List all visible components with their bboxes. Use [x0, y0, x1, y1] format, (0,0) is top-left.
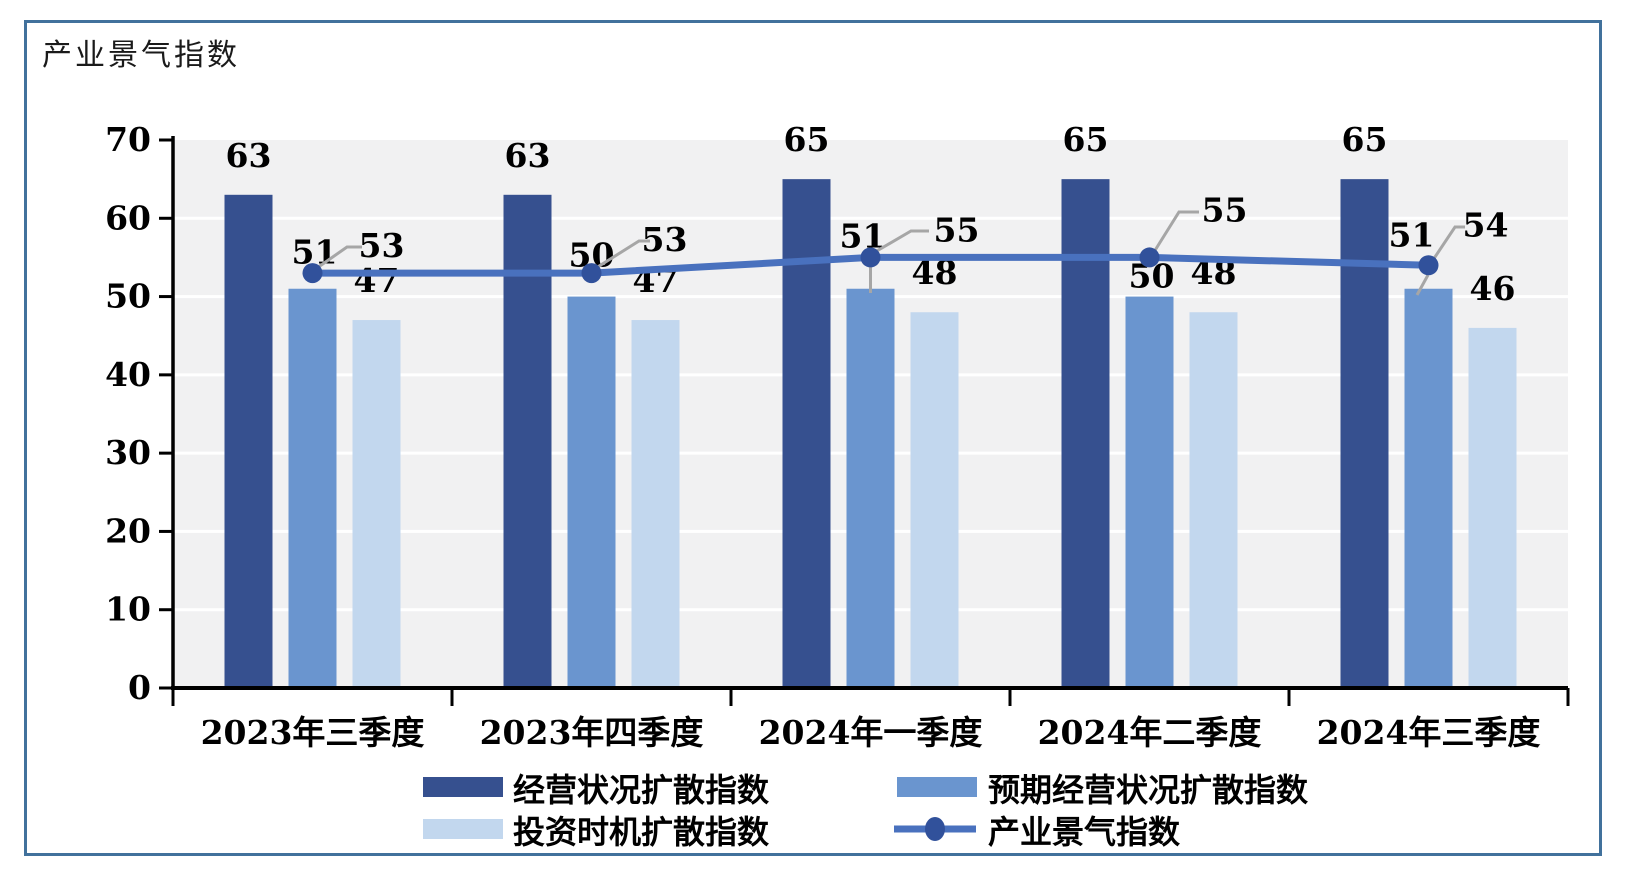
y-tick-label: 20	[105, 511, 151, 550]
bar-1-3	[1125, 296, 1174, 688]
line-marker-1	[581, 263, 602, 284]
y-tick-label: 40	[105, 355, 151, 394]
bar-2-0	[352, 320, 401, 688]
line-label: 53	[642, 220, 688, 259]
chart-title: 产业景气指数	[42, 38, 240, 73]
leader-line	[316, 245, 362, 270]
legend: 经营状况扩散指数 预期经营状况扩散指数 投资时机扩散指数 产业景气指数	[423, 771, 1309, 851]
x-category-label: 2024年三季度	[1317, 713, 1541, 752]
x-category-label: 2024年二季度	[1038, 713, 1262, 752]
leader-line	[1431, 225, 1465, 261]
leader-line	[1415, 274, 1430, 296]
x-category-label: 2023年三季度	[201, 713, 425, 752]
y-tick-label: 30	[105, 433, 151, 472]
bar-label-dark: 63	[226, 136, 272, 175]
bar-label-dark: 63	[505, 136, 551, 175]
legend-label-investment-timing: 投资时机扩散指数	[513, 813, 770, 851]
y-tick-label: 10	[105, 590, 151, 629]
legend-label-expected-business-status: 预期经营状况扩散指数	[988, 771, 1309, 809]
bar-1-2	[846, 288, 895, 688]
bar-2-4	[1468, 327, 1517, 688]
line-marker-3	[1139, 247, 1160, 268]
x-category-label: 2023年四季度	[480, 713, 704, 752]
line-marker-4	[1418, 255, 1439, 276]
bar-label-medium: 51	[1389, 216, 1435, 255]
legend-swatch-investment-timing	[423, 819, 503, 839]
legend-swatch-business-status	[423, 777, 503, 797]
bar-0-0	[224, 194, 273, 689]
line-label: 54	[1463, 205, 1509, 244]
bar-0-1	[503, 194, 552, 689]
y-tick-label: 60	[105, 198, 151, 237]
x-category-label: 2024年一季度	[759, 713, 983, 752]
leader-line	[874, 229, 929, 254]
line-marker-2	[860, 247, 881, 268]
bar-2-1	[631, 320, 680, 688]
line-label: 53	[359, 226, 405, 265]
bar-0-2	[782, 179, 831, 688]
bar-label-light: 47	[354, 261, 400, 300]
line-label: 55	[1202, 190, 1248, 229]
bar-1-4	[1404, 288, 1453, 688]
line-marker-0	[302, 263, 323, 284]
leader-line	[595, 239, 650, 270]
line-label: 55	[934, 210, 980, 249]
y-tick-label: 50	[105, 277, 151, 316]
legend-marker-prosperity-index	[925, 817, 945, 841]
bar-label-dark: 65	[784, 120, 830, 159]
plot-area: 0 10 20 30 40 50 60 70 2023年三季度 2023年四季度 2024年一季度 2…	[105, 120, 1570, 752]
bar-label-dark: 65	[1063, 120, 1109, 159]
bar-0-3	[1061, 179, 1110, 688]
bar-0-4	[1340, 179, 1389, 688]
legend-label-prosperity-index: 产业景气指数	[988, 813, 1181, 851]
legend-label-business-status: 经营状况扩散指数	[513, 771, 770, 809]
legend-swatch-expected-business-status	[897, 777, 977, 797]
bar-label-dark: 65	[1342, 120, 1388, 159]
bar-1-0	[288, 288, 337, 688]
bar-2-3	[1189, 312, 1238, 688]
leader-line	[1152, 210, 1199, 253]
bar-2-2	[910, 312, 959, 688]
y-tick-label: 0	[128, 668, 151, 707]
bar-1-1	[567, 296, 616, 688]
y-tick-label: 70	[105, 120, 151, 159]
bar-label-light: 46	[1470, 269, 1516, 308]
